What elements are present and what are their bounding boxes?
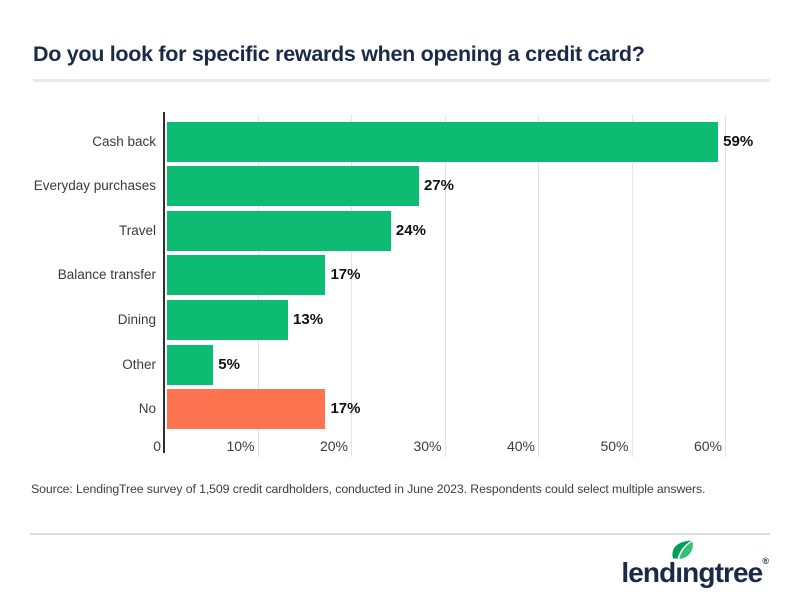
category-label: Travel — [118, 222, 156, 238]
x-tick-label: 10% — [226, 438, 255, 454]
value-label: 13% — [293, 310, 324, 328]
x-tick-label: 40% — [506, 438, 535, 454]
x-tick-label: 0 — [153, 438, 161, 454]
gridline — [538, 115, 539, 457]
category-label: Other — [122, 356, 156, 372]
category-label: Cash back — [92, 133, 156, 149]
value-label: 59% — [723, 132, 754, 150]
category-label: No — [138, 401, 156, 417]
value-label: 5% — [218, 355, 240, 373]
bar — [166, 255, 326, 296]
x-tick-label: 30% — [413, 438, 442, 454]
category-label: Balance transfer — [57, 267, 156, 283]
bar — [166, 344, 214, 385]
registered-mark: ® — [762, 556, 769, 566]
leaf-icon — [672, 540, 694, 559]
bar-chart: Cash back 59% Everyday purchases 27% Travel 2… — [0, 112, 800, 461]
category-label: Everyday purchases — [33, 178, 156, 194]
gridline — [725, 115, 726, 457]
bar — [166, 166, 419, 207]
gridline — [631, 115, 633, 457]
source-note: Source: LendingTree survey of 1,509 cred… — [31, 482, 706, 496]
bar — [166, 121, 719, 162]
bar — [166, 389, 326, 430]
value-label: 17% — [330, 266, 361, 284]
gridline — [351, 115, 352, 457]
x-tick-label: 20% — [319, 438, 348, 454]
value-label: 17% — [330, 400, 361, 418]
page-title: Do you look for specific rewards when op… — [33, 42, 645, 66]
gridline — [444, 115, 446, 457]
value-label: 24% — [395, 221, 426, 239]
bar — [166, 210, 391, 251]
y-axis-line — [162, 112, 165, 453]
x-tick-label: 60% — [693, 438, 722, 454]
logo-text-before-i: lend — [621, 557, 676, 588]
title-divider — [33, 79, 770, 82]
bar — [166, 299, 289, 340]
value-label: 27% — [423, 177, 454, 195]
logo-letter-i: ı — [672, 540, 694, 589]
lendingtree-logo: lend ıngtree® — [621, 540, 769, 589]
category-label: Dining — [117, 311, 156, 327]
footer-divider — [30, 533, 770, 535]
x-tick-label: 50% — [600, 438, 629, 454]
logo-text-after-i: ngtree — [682, 557, 763, 588]
